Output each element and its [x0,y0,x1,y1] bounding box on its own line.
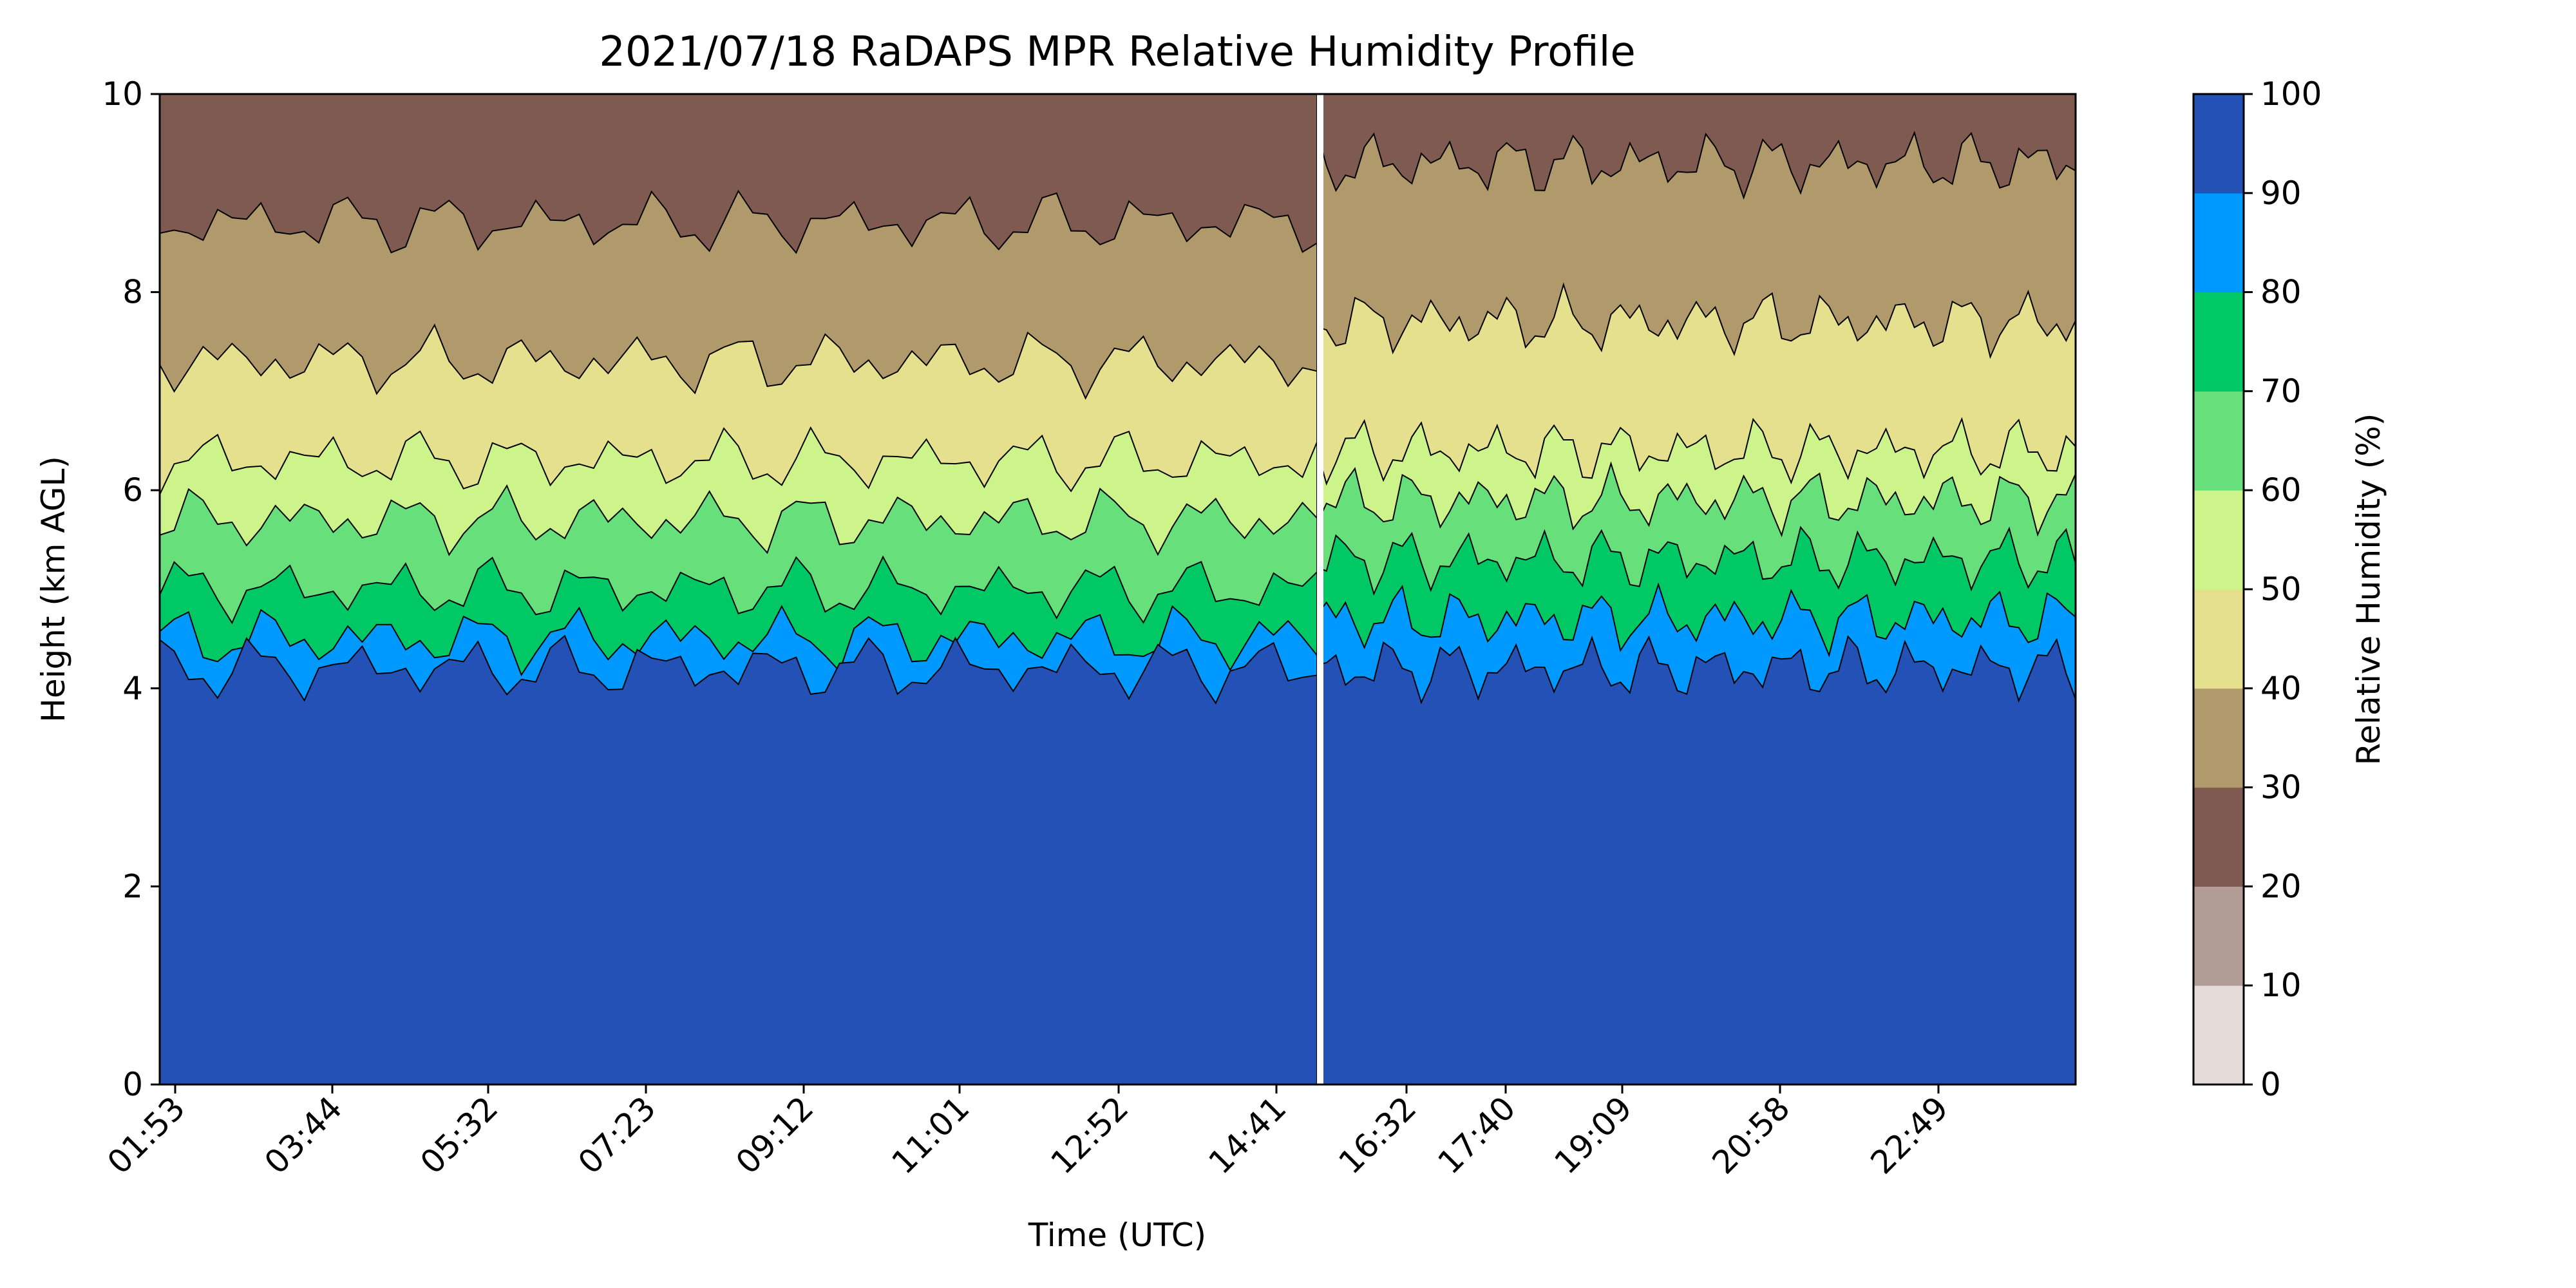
x-tick-label: 03:44 [258,1089,350,1181]
x-tick-label: 20:58 [1705,1089,1797,1181]
x-tick-label: 11:01 [885,1089,977,1181]
x-tick-label: 12:52 [1044,1089,1136,1181]
chart-title: 2021/07/18 RaDAPS MPR Relative Humidity … [599,28,1636,76]
colorbar-tick-label: 60 [2260,471,2302,509]
colorbar-swatch [2193,193,2244,293]
colorbar-swatch [2193,490,2244,590]
x-axis: 01:53 03:44 05:32 07:23 09:12 11:01 12:52 14:41… [100,1084,1956,1181]
y-tick-label: 2 [122,867,143,905]
x-tick-label: 14:41 [1202,1089,1294,1181]
colorbar: 0 10 20 30 40 50 60 70 80 90 100 [2193,75,2322,1103]
colorbar-tick-label: 20 [2260,867,2302,905]
y-axis-label: Height (km AGL) [35,456,72,723]
colorbar-frame [2192,93,2245,1086]
y-tick-label: 6 [122,471,143,509]
colorbar-tick-label: 30 [2260,769,2302,806]
colorbar-swatch [2193,688,2244,788]
x-tick-label: 22:49 [1864,1089,1956,1181]
data-gap [1317,94,1323,1084]
contour-band-morning-90 [160,634,1318,1084]
x-tick-label: 16:32 [1332,1089,1424,1181]
colorbar-tick-label: 40 [2260,670,2302,707]
colorbar-tick-label: 80 [2260,274,2302,311]
colorbar-tick-label: 50 [2260,571,2302,608]
y-tick-label: 4 [122,670,143,707]
colorbar-tick-label: 70 [2260,372,2302,410]
colorbar-swatch [2193,94,2244,194]
y-tick-label: 0 [122,1066,143,1103]
y-tick-label: 10 [102,75,143,113]
colorbar-swatch [2193,589,2244,689]
colorbar-swatch [2193,787,2244,887]
y-tick-label: 8 [122,274,143,311]
contour-plot [160,94,2076,1084]
colorbar-tick-label: 90 [2260,175,2302,212]
colorbar-swatch [2193,391,2244,491]
colorbar-swatch [2193,985,2244,1085]
colorbar-swatch [2193,886,2244,986]
colorbar-swatch [2193,292,2244,392]
colorbar-label: Relative Humidity (%) [2350,413,2387,766]
colorbar-tick-label: 10 [2260,967,2302,1004]
x-tick-label: 09:12 [729,1089,821,1181]
x-tick-label: 19:09 [1548,1089,1640,1181]
x-tick-label: 05:32 [413,1089,506,1181]
x-tick-label: 17:40 [1431,1089,1523,1181]
colorbar-tick-label: 100 [2260,75,2322,113]
x-tick-label: 07:23 [571,1089,663,1181]
x-tick-label: 01:53 [100,1089,193,1181]
x-axis-label: Time (UTC) [1028,1217,1206,1254]
y-axis: 0 2 4 6 8 10 [102,75,160,1103]
contour-band-afternoon-90 [1316,635,2076,1084]
colorbar-tick-label: 0 [2260,1066,2281,1103]
